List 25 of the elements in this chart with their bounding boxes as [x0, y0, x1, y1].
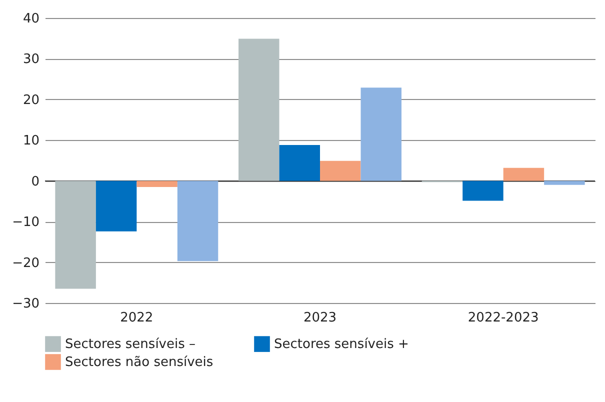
bar	[462, 180, 504, 201]
legend-label: Sectores sensíveis +	[274, 337, 409, 352]
bar	[177, 180, 218, 262]
y-tick-label: 10	[22, 134, 40, 149]
bar	[503, 168, 544, 181]
bar	[360, 88, 402, 181]
x-tick-label: 2022	[120, 310, 154, 326]
y-tick-label: 30	[22, 52, 40, 68]
y-tick-label: 20	[22, 92, 40, 108]
bar	[96, 180, 137, 232]
y-tick-label: −20	[12, 256, 40, 271]
bar	[136, 180, 178, 187]
bar	[238, 38, 280, 181]
legend-label: Sectores sensíveis –	[65, 337, 196, 352]
bar	[320, 160, 361, 181]
bar	[544, 180, 585, 185]
x-tick-label: 2022-2023	[468, 310, 539, 326]
x-tick-label: 2023	[303, 310, 337, 326]
y-tick-label: −10	[12, 215, 40, 230]
y-tick-label: −30	[12, 296, 40, 312]
bar	[55, 180, 96, 289]
y-tick-label: 40	[22, 12, 40, 26]
y-tick-label: 0	[31, 174, 40, 190]
legend-label: Sectores não sensíveis	[65, 355, 214, 370]
bar	[279, 145, 320, 181]
